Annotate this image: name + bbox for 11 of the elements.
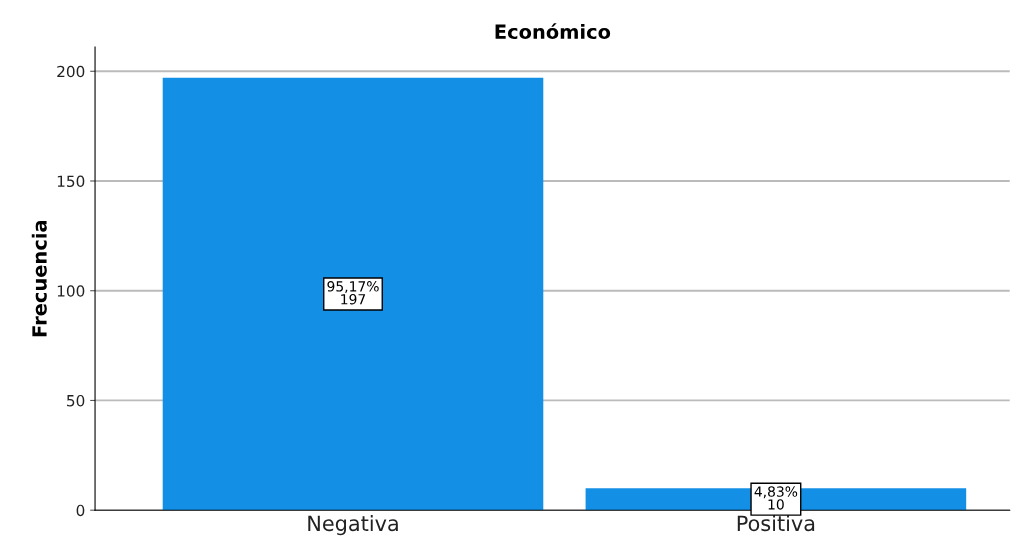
data-label: 4,83% 10 — [754, 486, 798, 510]
y-tick-label: 200 — [57, 65, 85, 78]
x-tick-label: Negativa — [308, 515, 398, 536]
y-tick-label: 100 — [57, 285, 85, 297]
y-tick-label: 50 — [67, 394, 85, 407]
y-tick-label: 150 — [57, 175, 85, 188]
data-label: 95,17% 197 — [327, 281, 379, 305]
x-tick-label: Positiva — [737, 515, 815, 532]
y-tick-label: 0 — [76, 504, 85, 517]
y-axis-title: Frecuencia — [31, 220, 47, 337]
chart-title: Económico — [495, 23, 611, 40]
